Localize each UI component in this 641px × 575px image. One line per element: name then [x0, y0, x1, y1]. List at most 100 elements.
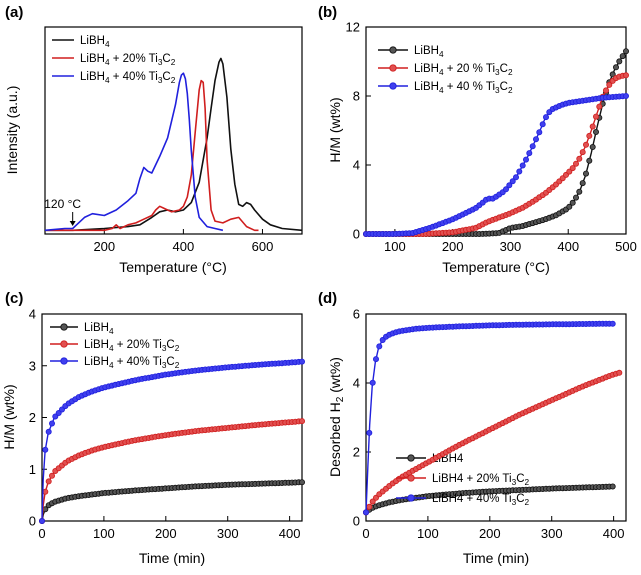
y-tick-label: 3 — [29, 358, 36, 373]
legend-label-2: LiBH4 + 20% Ti3​C2​ — [432, 473, 530, 487]
x-tick-label: 200 — [479, 526, 501, 541]
data-point — [623, 93, 630, 100]
x-tick-label: 100 — [384, 239, 406, 254]
legend-label-3: LiBH4​ + 40% Ti3​C2​ — [84, 356, 180, 370]
x-tick-label: 600 — [252, 239, 274, 254]
data-point — [509, 178, 516, 185]
data-point — [603, 87, 610, 94]
data-point — [536, 129, 543, 136]
data-point — [623, 72, 630, 79]
y-tick-label: 8 — [353, 89, 360, 104]
data-point — [52, 413, 59, 420]
data-point — [376, 343, 383, 350]
plot-frame — [44, 26, 303, 235]
data-point — [366, 429, 373, 436]
y-tick-label: 0 — [29, 514, 36, 529]
data-point — [583, 141, 590, 148]
data-point — [298, 418, 305, 425]
y-tick-label: 4 — [29, 307, 36, 322]
data-point — [586, 132, 593, 139]
legend-label-1: LiBH4​ — [414, 45, 444, 59]
panel-c: (c) 0 100 200 300 400 0 1 2 3 4 Time (min) H/M (wt%… — [1, 290, 305, 566]
x-tick-label: 200 — [93, 239, 115, 254]
data-point — [583, 170, 590, 177]
data-point — [49, 472, 56, 479]
plot-frame — [365, 26, 627, 235]
data-point — [613, 64, 620, 71]
data-point — [569, 199, 576, 206]
x-tick-label: 0 — [38, 526, 45, 541]
x-axis-title: Temperature (°C) — [119, 259, 227, 275]
data-point — [533, 136, 540, 143]
y-axis-title: H/M (wt%) — [1, 384, 17, 449]
data-point — [513, 174, 520, 181]
series-line-3 — [366, 95, 627, 235]
data-point — [502, 186, 509, 193]
data-point — [593, 128, 600, 135]
panel-a: (a) 200 400 600 Temperature (°C) Intensity (… — [4, 4, 303, 275]
data-point — [609, 320, 616, 327]
data-point — [573, 194, 580, 201]
data-point — [576, 188, 583, 195]
legend-label-2: LiBH4​ + 20% Ti3​C2​ — [80, 53, 176, 67]
data-point — [506, 182, 513, 189]
panel-c-label: (c) — [5, 290, 23, 307]
x-tick-label: 400 — [557, 239, 579, 254]
data-point — [616, 369, 623, 376]
data-point — [609, 483, 616, 490]
legend-marker-2 — [389, 64, 397, 72]
panel-a-label: (a) — [5, 4, 23, 21]
x-tick-label: 300 — [217, 526, 239, 541]
data-point — [623, 48, 630, 55]
data-point — [589, 123, 596, 130]
x-tick-label: 300 — [500, 239, 522, 254]
series-line-2 — [45, 79, 259, 232]
x-tick-label: 400 — [603, 526, 625, 541]
y-tick-label: 2 — [29, 410, 36, 425]
panel-d: (d) 0 100 200 300 400 0 2 4 6 Time (min) Desorbed … — [318, 290, 627, 566]
data-point — [362, 509, 369, 516]
panel-d-label: (d) — [318, 290, 337, 307]
y-tick-label: 0 — [353, 227, 360, 242]
data-point — [298, 479, 305, 486]
plot-frame — [365, 313, 627, 522]
legend-marker-2 — [60, 340, 68, 348]
data-point — [526, 150, 533, 157]
y-axis-title: Desorbed H2​ (wt%) — [327, 357, 346, 477]
data-point — [569, 165, 576, 172]
data-point — [579, 149, 586, 156]
legend-label-2: LiBH4​ + 20 % Ti3​C2​ — [414, 63, 513, 77]
y-tick-label: 2 — [353, 445, 360, 460]
panel-b: (b) 100 200 300 400 500 0 4 8 12 Temperature (°C)… — [318, 4, 637, 275]
data-point — [519, 162, 526, 169]
data-point — [576, 155, 583, 162]
data-point — [39, 518, 46, 525]
data-point — [45, 478, 52, 485]
x-axis-title: Time (min) — [139, 550, 205, 566]
y-axis-title: H/M (wt%) — [327, 97, 343, 162]
legend-marker-3 — [60, 357, 68, 365]
data-point — [369, 379, 376, 386]
data-point — [543, 114, 550, 121]
data-point — [42, 446, 49, 453]
annotation-arrow-head — [69, 221, 76, 226]
data-point — [523, 156, 530, 163]
y-axis-title: Intensity (a.u.) — [4, 86, 20, 175]
data-point — [45, 428, 52, 435]
series-line-1 — [45, 57, 303, 232]
panel-b-label: (b) — [318, 4, 337, 21]
legend-label-1: LiBH4​ — [84, 322, 114, 336]
series-line-3 — [44, 72, 224, 232]
legend-marker-3 — [389, 82, 397, 90]
legend-marker-1 — [60, 323, 68, 331]
data-point — [616, 58, 623, 65]
data-point — [609, 71, 616, 78]
legend-label-3: LiBH4​ + 40% Ti3​C2​ — [80, 71, 176, 85]
y-tick-label: 0 — [353, 514, 360, 529]
data-point — [539, 121, 546, 128]
data-point — [298, 358, 305, 365]
legend-marker-3 — [407, 494, 415, 502]
data-point — [369, 498, 376, 505]
legend-label-3: LiBH4 + 40% Ti3​C2​ — [432, 493, 530, 507]
